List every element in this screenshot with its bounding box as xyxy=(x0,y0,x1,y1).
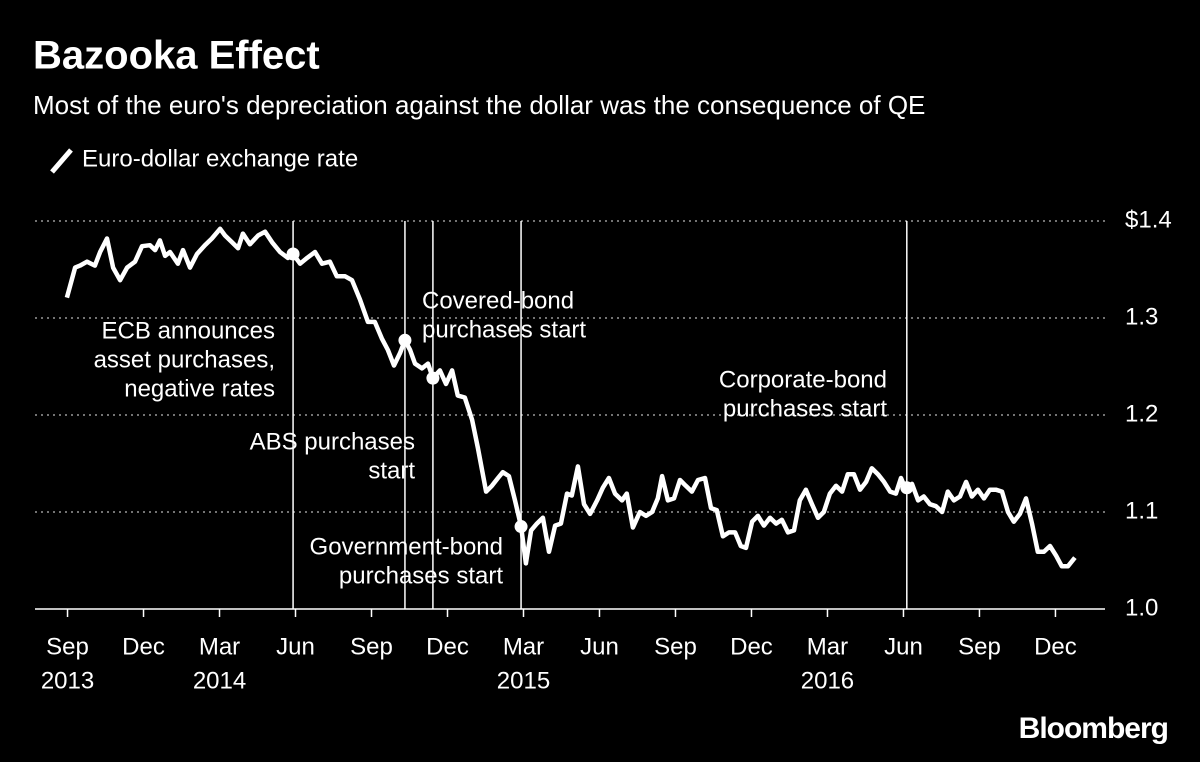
x-year-label: 2016 xyxy=(801,667,854,694)
x-tick-label: Mar xyxy=(199,633,240,660)
legend-icon xyxy=(50,148,73,174)
chart-subtitle: Most of the euro's depreciation against … xyxy=(33,90,925,120)
annotation-text: ABS purchases xyxy=(250,428,415,455)
event-dot xyxy=(426,371,440,385)
x-tick-label: Mar xyxy=(807,633,848,660)
x-tick-label: Dec xyxy=(1034,633,1077,660)
annotation-text: purchases start xyxy=(723,395,887,422)
y-tick-label: 1.2 xyxy=(1125,400,1158,427)
x-tick-label: Dec xyxy=(122,633,165,660)
event-dot xyxy=(286,247,300,261)
annotation-text: start xyxy=(368,457,415,484)
x-tick-label: Jun xyxy=(276,633,315,660)
legend-label: Euro-dollar exchange rate xyxy=(82,145,358,172)
annotation-text: ECB announces xyxy=(102,317,275,344)
x-tick-label: Jun xyxy=(580,633,619,660)
x-tick-label: Sep xyxy=(958,633,1001,660)
event-dot xyxy=(398,333,412,347)
chart-title: Bazooka Effect xyxy=(33,34,320,78)
x-tick-label: Dec xyxy=(730,633,773,660)
event-dot xyxy=(514,520,528,534)
source-logo: Bloomberg xyxy=(1019,712,1168,745)
annotation-text: Corporate-bond xyxy=(719,366,887,393)
annotation-text: Government-bond xyxy=(310,533,503,560)
annotation-text: purchases start xyxy=(422,316,586,343)
x-year-label: 2013 xyxy=(41,667,94,694)
annotation-text: negative rates xyxy=(124,375,275,402)
x-year-label: 2015 xyxy=(497,667,550,694)
x-tick-label: Sep xyxy=(46,633,89,660)
annotation-text: Covered-bond xyxy=(422,287,574,314)
x-tick-label: Sep xyxy=(654,633,697,660)
annotation-text: purchases start xyxy=(339,562,503,589)
x-tick-label: Jun xyxy=(884,633,923,660)
x-tick-label: Dec xyxy=(426,633,469,660)
x-tick-label: Sep xyxy=(350,633,393,660)
y-tick-label: 1.3 xyxy=(1125,303,1158,330)
y-tick-label: 1.1 xyxy=(1125,497,1158,524)
annotation-text: asset purchases, xyxy=(94,346,275,373)
event-dot xyxy=(900,481,914,495)
x-year-label: 2014 xyxy=(193,667,246,694)
y-tick-label: $1.4 xyxy=(1125,206,1172,233)
y-tick-label: 1.0 xyxy=(1125,594,1158,621)
x-tick-label: Mar xyxy=(503,633,544,660)
